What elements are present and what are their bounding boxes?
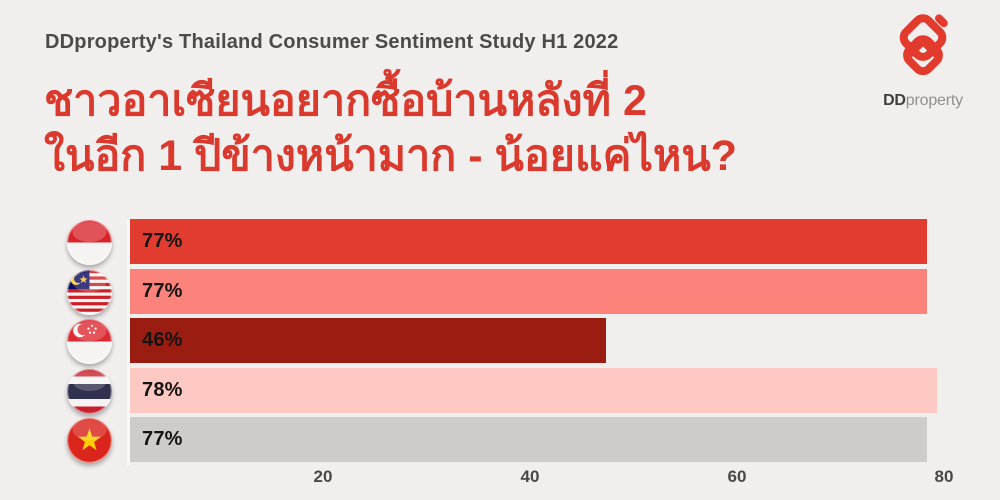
x-axis: 20 40 60 80 — [116, 467, 954, 489]
bar-indonesia: 77% — [130, 219, 927, 264]
bar-track: 77% — [130, 417, 958, 463]
bar-chart: 77% — [0, 219, 1000, 467]
bar-vietnam: 77% — [130, 417, 927, 463]
vietnam-flag-icon — [67, 418, 112, 464]
bar-value-label: 77% — [142, 279, 183, 302]
bar-track: 77% — [130, 268, 958, 314]
ddproperty-logo: DDproperty — [868, 12, 978, 110]
page-title-line2: ในอีก 1 ปีข้างหน้ามาก - น้อยแค่ไหน? — [44, 132, 738, 180]
bar-value-label: 77% — [142, 428, 183, 451]
ddproperty-logo-icon — [899, 14, 948, 76]
indonesia-flag-icon — [67, 220, 112, 265]
chart-row-malaysia: 77% — [0, 268, 1000, 319]
bar-singapore: 46% — [130, 318, 607, 364]
wordmark-property: property — [905, 92, 963, 109]
bar-thailand: 78% — [130, 367, 938, 413]
chart-row-singapore: 46% — [0, 318, 1000, 368]
chart-row-indonesia: 77% — [0, 219, 1000, 269]
page-title: ชาวอาเซียนอยากซื้อบ้านหลังที่ 2 ในอีก 1 … — [44, 74, 737, 184]
x-axis-tick: 80 — [934, 467, 954, 486]
thailand-flag-icon — [67, 368, 112, 414]
ddproperty-wordmark: DDproperty — [868, 92, 978, 110]
page-title-line1: ชาวอาเซียนอยากซื้อบ้านหลังที่ 2 — [44, 77, 647, 125]
bar-value-label: 46% — [142, 329, 183, 352]
chart-row-vietnam: 77% — [0, 417, 1000, 467]
bar-malaysia: 77% — [130, 268, 927, 314]
malaysia-flag-icon — [67, 269, 112, 315]
bar-track: 77% — [130, 219, 958, 264]
bar-value-label: 78% — [142, 378, 183, 401]
x-axis-tick: 60 — [727, 467, 747, 486]
chart-row-thailand: 78% — [0, 367, 1000, 418]
wordmark-dd: DD — [883, 92, 906, 109]
singapore-flag-icon — [67, 319, 112, 365]
study-title: DDproperty's Thailand Consumer Sentiment… — [45, 31, 619, 53]
bar-track: 46% — [130, 318, 958, 364]
x-axis-tick: 40 — [520, 467, 540, 486]
bar-value-label: 77% — [142, 230, 183, 252]
bar-track: 78% — [130, 367, 958, 413]
x-axis-tick: 20 — [313, 467, 333, 486]
